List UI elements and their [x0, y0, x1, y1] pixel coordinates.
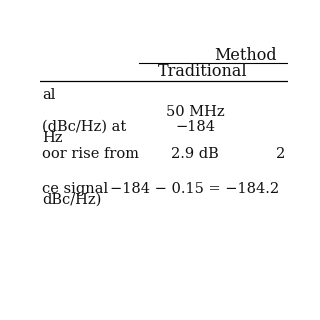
Text: dBc/Hz): dBc/Hz) — [42, 192, 102, 206]
Text: Method: Method — [214, 47, 277, 64]
Text: 50 MHz: 50 MHz — [166, 105, 224, 119]
Text: 2: 2 — [276, 147, 286, 161]
Text: −184: −184 — [175, 120, 215, 134]
Text: (dBc/Hz) at: (dBc/Hz) at — [42, 120, 127, 134]
Text: 2.9 dB: 2.9 dB — [171, 147, 219, 161]
Text: Hz: Hz — [42, 131, 63, 145]
Text: ce signal: ce signal — [42, 181, 108, 196]
Text: oor rise from: oor rise from — [42, 147, 139, 161]
Text: Traditional: Traditional — [158, 63, 248, 80]
Text: al: al — [42, 88, 56, 102]
Text: −184 − 0.15 = −184.2: −184 − 0.15 = −184.2 — [110, 181, 280, 196]
